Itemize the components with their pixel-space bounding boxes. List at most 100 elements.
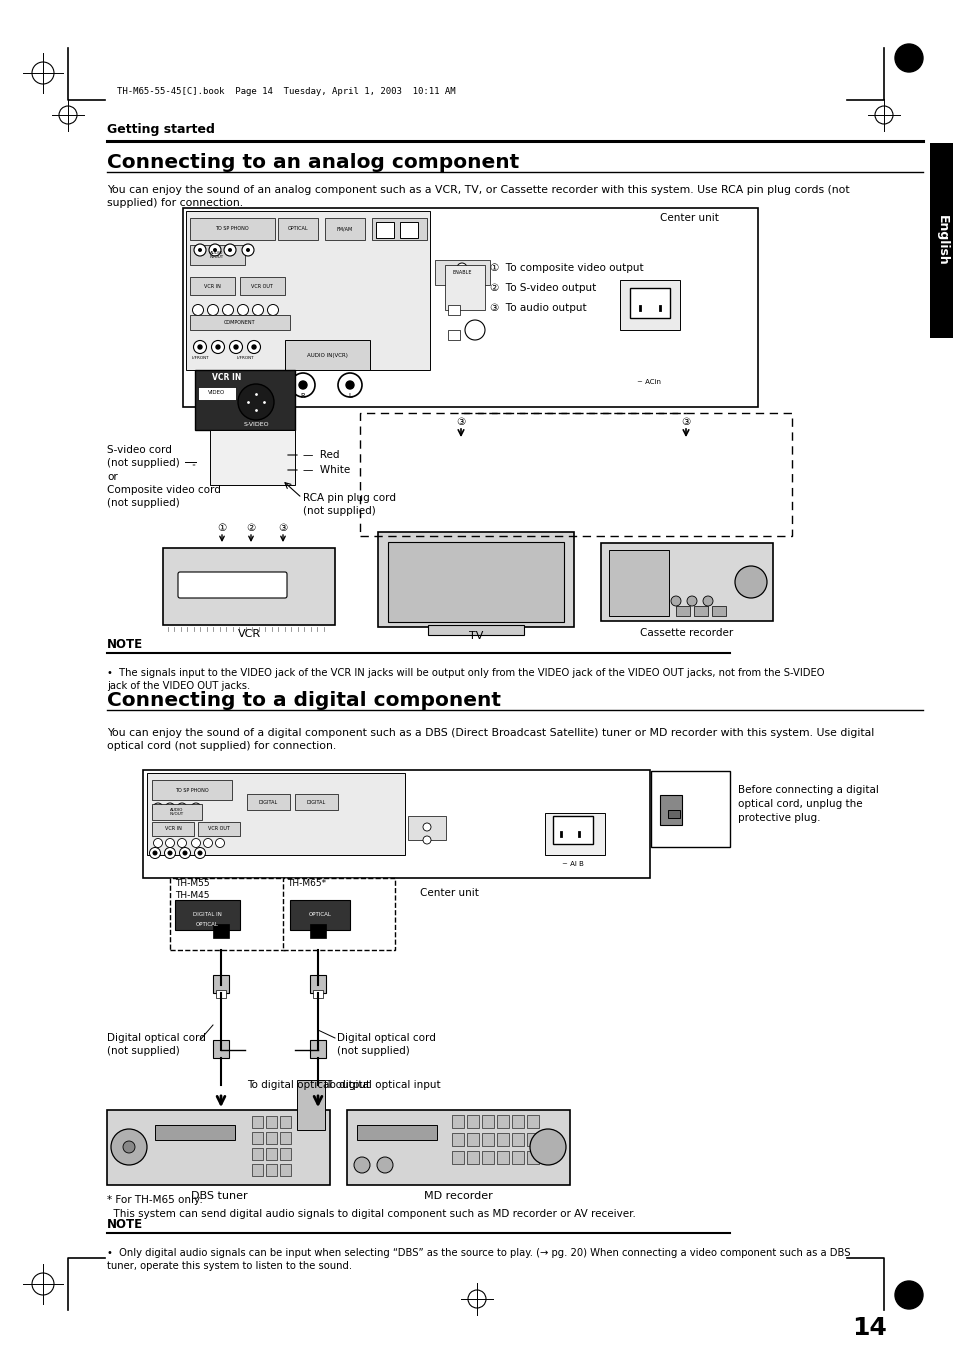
Text: ENABLE: ENABLE <box>452 269 471 274</box>
Text: S-VIDEO: S-VIDEO <box>243 422 269 427</box>
Text: TH-M65-55-45[C].book  Page 14  Tuesday, April 1, 2003  10:11 AM: TH-M65-55-45[C].book Page 14 Tuesday, Ap… <box>117 88 456 96</box>
Bar <box>252 1116 263 1128</box>
Text: S-video cord: S-video cord <box>107 444 172 455</box>
Bar <box>290 900 350 929</box>
Text: Center unit: Center unit <box>419 888 478 898</box>
Text: Getting started: Getting started <box>107 123 214 136</box>
Text: AUDIO IN(VCR): AUDIO IN(VCR) <box>306 354 347 358</box>
Text: TH-M45: TH-M45 <box>174 890 210 900</box>
Bar <box>444 265 484 309</box>
Bar <box>252 1132 263 1144</box>
Bar <box>310 1040 326 1058</box>
Bar <box>375 222 394 238</box>
Bar <box>399 222 417 238</box>
Bar <box>198 386 235 400</box>
Bar <box>154 1125 234 1140</box>
Circle shape <box>237 384 274 420</box>
Bar <box>198 821 240 836</box>
Bar <box>280 1116 291 1128</box>
Text: Before connecting a digital
optical cord, unplug the
protective plug.: Before connecting a digital optical cord… <box>738 785 878 823</box>
Circle shape <box>192 839 200 847</box>
Text: COMPONENT: COMPONENT <box>224 319 255 324</box>
Bar <box>147 773 405 855</box>
Circle shape <box>291 373 314 397</box>
Text: OPTICAL: OPTICAL <box>195 923 218 928</box>
Circle shape <box>153 839 162 847</box>
Bar <box>435 259 490 285</box>
Bar <box>650 771 729 847</box>
Bar <box>277 218 317 240</box>
Circle shape <box>228 249 232 253</box>
Text: L: L <box>348 393 352 399</box>
Text: ②: ② <box>246 523 255 534</box>
Circle shape <box>208 304 218 316</box>
Bar <box>266 1148 276 1161</box>
Bar <box>266 1132 276 1144</box>
Text: VCR OUT: VCR OUT <box>251 284 273 289</box>
Bar <box>667 811 679 817</box>
Bar <box>629 288 669 317</box>
Bar <box>107 1111 330 1185</box>
Bar <box>310 975 326 993</box>
Bar <box>428 626 523 635</box>
Text: —  Red: — Red <box>303 450 339 459</box>
Circle shape <box>191 802 201 813</box>
Bar <box>281 432 289 470</box>
Bar <box>210 430 294 485</box>
Bar <box>283 878 395 950</box>
Text: TH-M55: TH-M55 <box>174 880 210 889</box>
Text: To digital optical output: To digital optical output <box>247 1079 370 1090</box>
Bar <box>512 1133 523 1146</box>
Circle shape <box>193 340 206 354</box>
Circle shape <box>153 851 156 855</box>
Bar <box>266 1116 276 1128</box>
Text: Digital optical cord: Digital optical cord <box>336 1034 436 1043</box>
Text: FM/AM: FM/AM <box>336 227 353 231</box>
Circle shape <box>222 304 233 316</box>
Circle shape <box>193 304 203 316</box>
Circle shape <box>177 802 187 813</box>
Text: Cassette recorder: Cassette recorder <box>639 628 733 638</box>
Bar <box>526 1133 538 1146</box>
Bar <box>190 315 290 330</box>
Bar <box>280 1148 291 1161</box>
Text: TO SP PHONO: TO SP PHONO <box>215 227 249 231</box>
Bar <box>152 804 202 820</box>
Bar <box>282 463 288 476</box>
Bar <box>325 218 365 240</box>
Bar <box>152 821 193 836</box>
Text: Composite video cord: Composite video cord <box>107 485 221 494</box>
Bar <box>467 1115 478 1128</box>
Circle shape <box>734 566 766 598</box>
Text: or: or <box>107 471 117 482</box>
Circle shape <box>152 802 163 813</box>
Text: TO SP PHONO: TO SP PHONO <box>175 788 209 793</box>
Bar <box>526 1115 538 1128</box>
Text: NOTE: NOTE <box>107 1219 143 1232</box>
Circle shape <box>165 839 174 847</box>
Circle shape <box>165 802 174 813</box>
Bar <box>372 218 427 240</box>
Circle shape <box>230 340 242 354</box>
Text: MD recorder: MD recorder <box>423 1192 492 1201</box>
Circle shape <box>242 245 253 255</box>
Bar <box>280 1165 291 1175</box>
Text: AUDIO
IN/OUT: AUDIO IN/OUT <box>210 251 224 259</box>
Text: (not supplied): (not supplied) <box>336 1046 410 1056</box>
Bar <box>285 340 370 370</box>
Bar <box>194 370 294 430</box>
Circle shape <box>193 245 206 255</box>
Text: ~ ACin: ~ ACin <box>637 380 660 385</box>
Bar <box>249 432 256 470</box>
Circle shape <box>224 245 235 255</box>
Text: Digital optical cord: Digital optical cord <box>107 1034 206 1043</box>
Circle shape <box>183 851 187 855</box>
Bar <box>215 990 226 998</box>
Circle shape <box>354 1156 370 1173</box>
Text: VCR IN: VCR IN <box>164 827 181 831</box>
Circle shape <box>267 304 278 316</box>
Bar <box>186 211 430 370</box>
Circle shape <box>464 320 484 340</box>
Text: You can enjoy the sound of an analog component such as a VCR, TV, or Cassette re: You can enjoy the sound of an analog com… <box>107 185 849 208</box>
Circle shape <box>894 1281 923 1309</box>
